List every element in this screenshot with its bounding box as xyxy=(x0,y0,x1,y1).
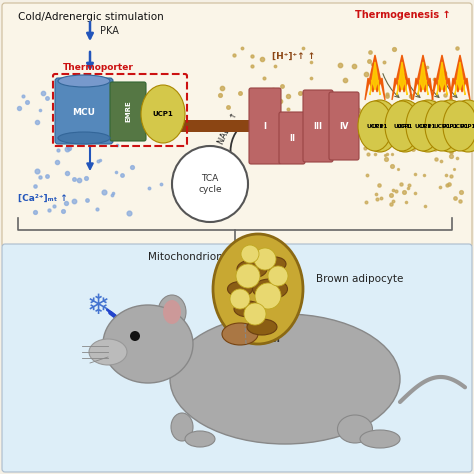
Text: [Ca²⁺]ₘₜ ↑: [Ca²⁺]ₘₜ ↑ xyxy=(18,194,68,203)
Text: MCU: MCU xyxy=(73,108,95,117)
Ellipse shape xyxy=(103,305,193,383)
Text: UCP1: UCP1 xyxy=(414,124,432,128)
Circle shape xyxy=(254,248,276,270)
Text: UCP1: UCP1 xyxy=(366,124,383,128)
Text: Cold/Adrenergic stimulation: Cold/Adrenergic stimulation xyxy=(18,12,164,22)
Ellipse shape xyxy=(58,132,110,144)
Text: UCP1: UCP1 xyxy=(420,124,436,128)
Circle shape xyxy=(236,264,260,288)
Text: Matrix: Matrix xyxy=(450,139,474,148)
Ellipse shape xyxy=(163,300,181,324)
Text: ❄: ❄ xyxy=(86,292,109,320)
Text: III: III xyxy=(313,121,322,130)
Circle shape xyxy=(255,283,281,309)
Polygon shape xyxy=(450,55,470,100)
Ellipse shape xyxy=(58,75,110,87)
Text: PKA: PKA xyxy=(100,26,119,36)
Circle shape xyxy=(244,303,266,325)
Polygon shape xyxy=(413,55,433,100)
Bar xyxy=(62,120,448,132)
Text: IMM: IMM xyxy=(450,121,465,130)
Text: TCA
cycle: TCA cycle xyxy=(198,174,222,194)
Ellipse shape xyxy=(213,234,303,344)
Polygon shape xyxy=(397,62,407,95)
Text: Thermoporter: Thermoporter xyxy=(63,63,134,72)
Ellipse shape xyxy=(409,100,447,152)
Text: UCP1: UCP1 xyxy=(451,124,469,128)
FancyBboxPatch shape xyxy=(303,90,333,162)
Text: UCP1: UCP1 xyxy=(460,124,474,128)
Polygon shape xyxy=(432,55,452,100)
Ellipse shape xyxy=(253,279,288,299)
Text: Mitochondrion: Mitochondrion xyxy=(147,252,222,262)
Ellipse shape xyxy=(264,257,286,271)
Circle shape xyxy=(230,289,250,309)
Ellipse shape xyxy=(406,101,440,151)
Ellipse shape xyxy=(170,314,400,444)
Polygon shape xyxy=(370,62,380,95)
Circle shape xyxy=(130,331,140,341)
Ellipse shape xyxy=(158,295,186,329)
Polygon shape xyxy=(437,62,447,95)
FancyBboxPatch shape xyxy=(2,244,472,472)
Ellipse shape xyxy=(89,339,127,365)
Ellipse shape xyxy=(443,101,474,151)
Ellipse shape xyxy=(141,85,185,143)
Ellipse shape xyxy=(385,101,419,151)
Text: BAT: BAT xyxy=(262,335,282,344)
Ellipse shape xyxy=(237,260,267,278)
Text: UCP1: UCP1 xyxy=(433,124,451,128)
Circle shape xyxy=(241,245,259,263)
Text: I: I xyxy=(264,121,266,130)
Text: II: II xyxy=(289,134,295,143)
FancyBboxPatch shape xyxy=(110,82,146,141)
Text: UCP1: UCP1 xyxy=(153,111,173,117)
FancyBboxPatch shape xyxy=(329,92,359,160)
Ellipse shape xyxy=(386,100,424,152)
Circle shape xyxy=(172,146,248,222)
FancyBboxPatch shape xyxy=(55,78,113,144)
Text: Thermogenesis ↑: Thermogenesis ↑ xyxy=(355,10,451,20)
Polygon shape xyxy=(365,55,385,100)
Polygon shape xyxy=(392,55,412,100)
Text: UCP1: UCP1 xyxy=(372,124,388,128)
Text: UCP1: UCP1 xyxy=(397,124,413,128)
Text: UCP1: UCP1 xyxy=(442,124,458,128)
Text: EMRE: EMRE xyxy=(125,100,131,122)
Ellipse shape xyxy=(234,301,262,317)
Ellipse shape xyxy=(247,319,277,335)
Ellipse shape xyxy=(171,413,193,441)
FancyBboxPatch shape xyxy=(2,3,472,247)
Ellipse shape xyxy=(360,430,400,448)
Text: IMS: IMS xyxy=(450,103,464,112)
Ellipse shape xyxy=(449,100,474,152)
Ellipse shape xyxy=(358,101,392,151)
Text: Brown adipocyte: Brown adipocyte xyxy=(316,274,404,284)
FancyBboxPatch shape xyxy=(279,112,305,164)
Text: NADH ↑: NADH ↑ xyxy=(217,111,239,146)
Ellipse shape xyxy=(222,323,258,345)
FancyBboxPatch shape xyxy=(249,88,281,164)
Ellipse shape xyxy=(431,100,469,152)
Polygon shape xyxy=(418,62,428,95)
Circle shape xyxy=(268,266,288,286)
Ellipse shape xyxy=(361,100,399,152)
Ellipse shape xyxy=(337,415,373,443)
Ellipse shape xyxy=(185,431,215,447)
Text: [H⁺]⁺↑ ↑: [H⁺]⁺↑ ↑ xyxy=(272,52,315,61)
Text: UCP1: UCP1 xyxy=(393,124,410,128)
Polygon shape xyxy=(455,62,465,95)
Ellipse shape xyxy=(425,101,459,151)
Ellipse shape xyxy=(228,282,253,297)
Text: IV: IV xyxy=(339,121,349,130)
